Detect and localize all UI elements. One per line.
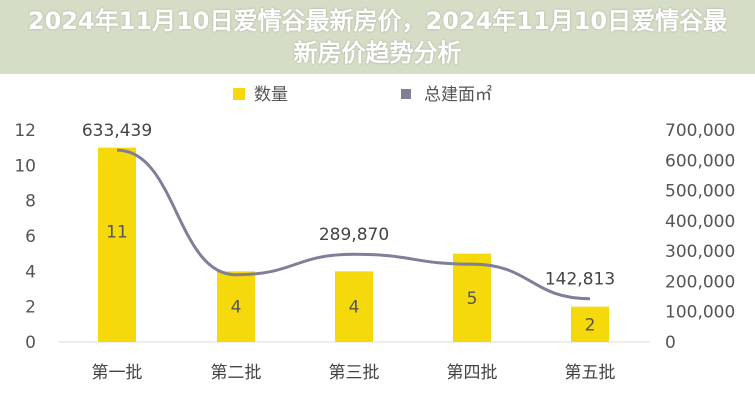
left-tick-label: 8 (25, 192, 36, 212)
banner-title: 2024年11月10日爱情谷最新房价，2024年11月10日爱情谷最新房价趋势分… (27, 7, 728, 67)
category-label: 第三批 (329, 363, 380, 383)
bar (335, 271, 373, 342)
left-tick-label: 4 (25, 262, 36, 282)
bar (98, 147, 136, 342)
bar-data-label: 11 (106, 223, 128, 243)
bar-data-label: 2 (585, 315, 596, 335)
bar (453, 253, 491, 342)
right-tick-label: 700,000 (665, 121, 735, 141)
line-series (116, 148, 591, 301)
bar-data-label: 4 (349, 298, 360, 318)
category-label: 第五批 (565, 363, 616, 383)
title-banner: 2024年11月10日爱情谷最新房价，2024年11月10日爱情谷最新房价趋势分… (0, 0, 755, 74)
bar (571, 306, 609, 342)
right-tick-label: 100,000 (665, 303, 735, 323)
legend-swatch-line (401, 89, 411, 99)
line-data-label: 289,870 (319, 225, 389, 245)
left-tick-label: 2 (25, 298, 36, 318)
line-data-label: 633,439 (82, 121, 152, 141)
line-data-label: 142,813 (545, 270, 615, 290)
left-tick-label: 6 (25, 227, 36, 247)
category-label: 第二批 (211, 363, 262, 383)
category-label: 第四批 (447, 363, 498, 383)
legend-label-bar: 数量 (254, 85, 288, 105)
right-tick-label: 0 (665, 333, 676, 353)
legend-label-line: 总建面㎡ (424, 85, 492, 105)
category-label: 第一批 (92, 363, 143, 383)
left-tick-label: 12 (14, 121, 36, 141)
bar-data-label: 4 (231, 298, 242, 318)
right-tick-label: 300,000 (665, 242, 735, 262)
legend-swatch-bar (233, 88, 245, 100)
left-tick-label: 0 (25, 333, 36, 353)
bar-data-label: 5 (467, 289, 478, 309)
left-tick-label: 10 (14, 156, 36, 176)
right-tick-label: 500,000 (665, 182, 735, 202)
right-tick-label: 600,000 (665, 151, 735, 171)
right-tick-label: 200,000 (665, 272, 735, 292)
bar (217, 271, 255, 342)
right-tick-label: 400,000 (665, 212, 735, 232)
